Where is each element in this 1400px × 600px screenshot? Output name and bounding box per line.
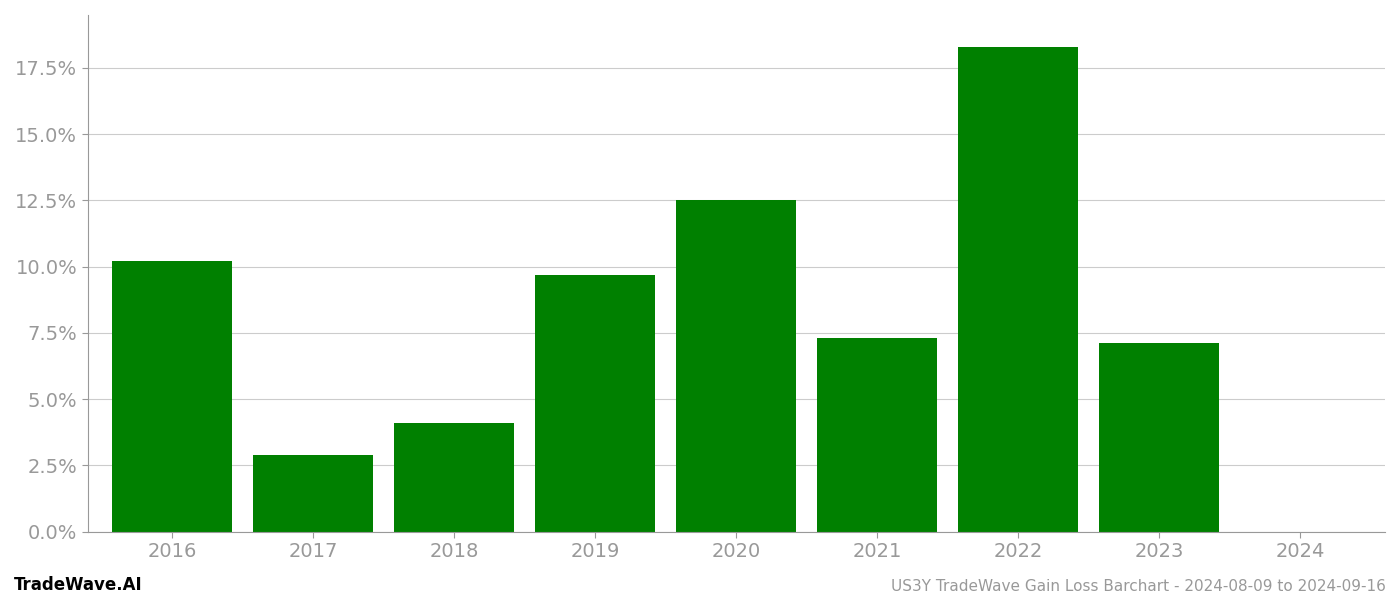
- Text: TradeWave.AI: TradeWave.AI: [14, 576, 143, 594]
- Bar: [112, 262, 232, 532]
- Bar: [1099, 343, 1219, 532]
- Bar: [959, 47, 1078, 532]
- Bar: [535, 275, 655, 532]
- Bar: [676, 200, 797, 532]
- Bar: [253, 455, 374, 532]
- Bar: [395, 423, 514, 532]
- Text: US3Y TradeWave Gain Loss Barchart - 2024-08-09 to 2024-09-16: US3Y TradeWave Gain Loss Barchart - 2024…: [892, 579, 1386, 594]
- Bar: [818, 338, 937, 532]
